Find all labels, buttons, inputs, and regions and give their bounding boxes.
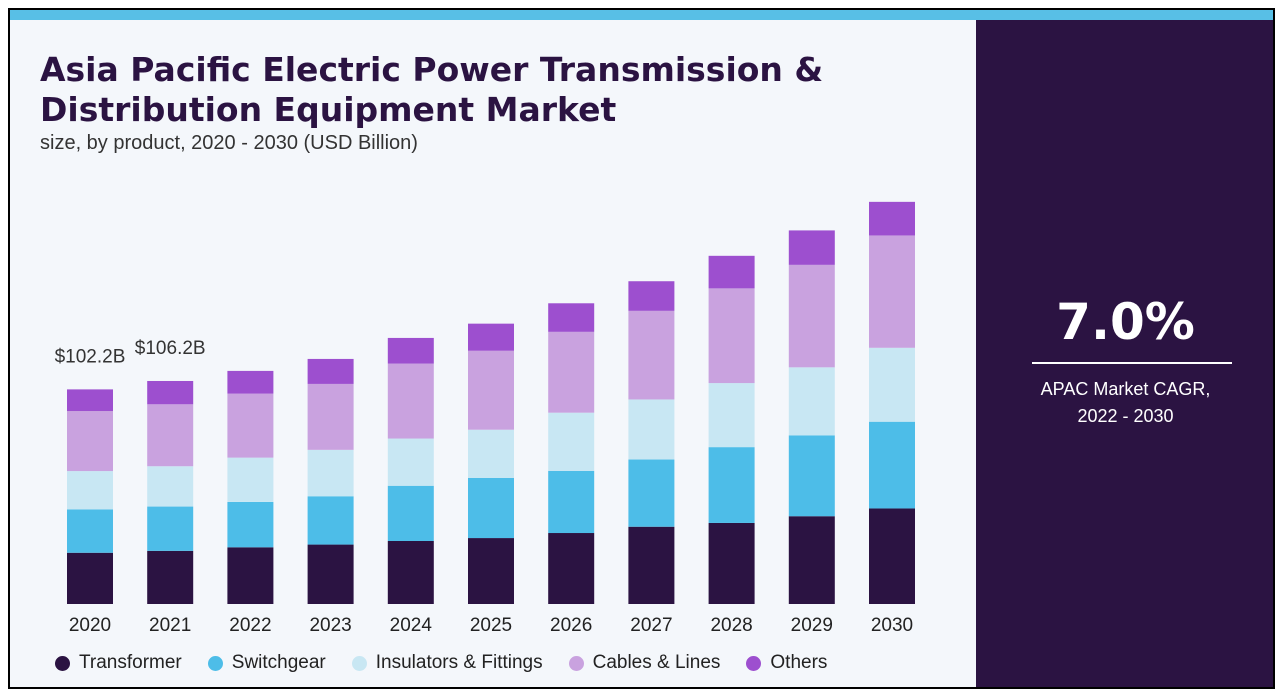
bar-segment-transformer-2022 [227,547,274,604]
bar-segment-insulators-and-fittings-2023 [307,449,354,497]
legend-swatch [568,655,584,671]
legend-swatch [351,655,367,671]
stacked-bar-chart: 2020 2021 2022 2023 2024 2025 2026 2027 2028 2029… [55,201,915,636]
bar-segment-transformer-2024 [387,541,434,604]
bar-segment-cables-and-lines-2020 [67,411,113,472]
x-tick-label: 2030 [871,615,913,636]
legend-item-cables-and-lines: Cables & Lines [568,652,721,674]
chart-panel: Asia Pacific Electric Power Transmission… [10,20,976,687]
bar-segment-insulators-and-fittings-2027 [628,399,675,460]
bar-segment-cables-and-lines-2026 [548,331,595,413]
legend-swatch [746,655,762,671]
bar-segment-others-2024 [387,337,434,364]
bar-segment-switchgear-2022 [227,501,274,548]
bar-segment-switchgear-2030 [869,421,915,509]
bar-segment-transformer-2028 [708,522,755,604]
bar-segment-cables-and-lines-2029 [788,264,835,368]
bar-segment-switchgear-2027 [628,459,675,527]
bar-segment-others-2022 [227,370,274,394]
bar-segment-switchgear-2028 [708,447,755,523]
bar-segment-switchgear-2029 [788,435,835,517]
bar-segment-others-2023 [307,358,354,384]
bar-segment-insulators-and-fittings-2025 [468,429,514,478]
legend-item-others: Others [746,652,827,674]
x-tick-label: 2026 [550,615,592,636]
bar-segment-others-2026 [548,303,595,332]
x-tick-label: 2022 [229,615,271,636]
legend-label: Cables & Lines [592,652,721,673]
bar-segment-others-2028 [708,255,755,289]
bar-segment-insulators-and-fittings-2020 [67,471,113,510]
legend-item-insulators-and-fittings: Insulators & Fittings [351,652,543,674]
chart-subtitle: size, by product, 2020 - 2030 (USD Billi… [40,132,418,154]
bar-segment-transformer-2020 [67,552,113,604]
bar-segment-transformer-2029 [788,516,835,604]
bar-segment-insulators-and-fittings-2024 [387,438,434,486]
x-tick-label: 2024 [390,615,433,636]
legend-label: Transformer [79,652,182,673]
cagr-label-line-2: 2022 - 2030 [1077,406,1174,426]
bar-segment-others-2020 [67,389,113,412]
bar-segment-transformer-2030 [869,508,915,604]
legend-label: Switchgear [231,652,326,673]
bar-segment-others-2021 [147,380,194,405]
cagr-value: 7.0% [1056,293,1195,351]
bar-segment-switchgear-2026 [548,470,595,534]
legend-swatch [207,655,223,671]
bar-segment-switchgear-2020 [67,509,113,553]
bar-segment-transformer-2021 [147,550,194,604]
bar-segment-insulators-and-fittings-2021 [147,466,194,507]
bar-segment-insulators-and-fittings-2028 [708,383,755,448]
x-tick-label: 2025 [470,615,512,636]
legend-item-transformer: Transformer [55,652,182,674]
bar-segment-others-2027 [628,281,675,311]
bar-segment-insulators-and-fittings-2022 [227,457,274,502]
bar-segment-transformer-2026 [548,533,595,604]
legend-label: Insulators & Fittings [375,652,543,673]
bar-segment-cables-and-lines-2021 [147,404,194,467]
bar-segment-others-2025 [468,323,514,351]
bar-segment-cables-and-lines-2030 [869,235,915,348]
bar-segment-switchgear-2021 [147,506,194,551]
cagr-label: APAC Market CAGR, 2022 - 2030 [976,376,1273,430]
legend-label: Others [770,652,828,673]
bar-segment-transformer-2025 [468,538,514,604]
legend-swatch [55,655,70,671]
x-tick-label: 2027 [630,615,672,636]
top-accent-bar [10,10,1273,20]
bar-segment-cables-and-lines-2022 [227,393,274,458]
infographic-frame: Asia Pacific Electric Power Transmission… [8,8,1275,689]
bar-segment-insulators-and-fittings-2030 [869,347,915,422]
x-tick-label: 2023 [309,615,351,636]
x-tick-label: 2020 [69,615,111,636]
cagr-panel: 7.0% APAC Market CAGR, 2022 - 2030 [976,20,1273,687]
x-tick-label: 2021 [149,615,191,636]
bar-segment-transformer-2023 [307,544,354,604]
bar-segment-cables-and-lines-2024 [387,363,434,439]
bar-segment-switchgear-2024 [387,485,434,541]
data-label-2020: $102.2B [55,346,126,367]
bar-segment-transformer-2027 [628,526,675,604]
bar-segment-cables-and-lines-2023 [307,383,354,450]
bar-segment-cables-and-lines-2027 [628,310,675,400]
bar-segment-others-2029 [788,230,835,265]
chart-title: Asia Pacific Electric Power Transmission… [40,50,824,129]
data-label-2021: $106.2B [135,338,206,359]
bar-segment-switchgear-2025 [468,478,514,539]
bar-segment-others-2030 [869,201,915,236]
bar-segment-switchgear-2023 [307,496,354,545]
x-tick-label: 2029 [791,615,833,636]
cagr-label-line-1: APAC Market CAGR, [1040,379,1211,399]
bar-segment-cables-and-lines-2025 [468,350,514,430]
bar-segment-insulators-and-fittings-2026 [548,412,595,471]
chart-legend: Transformer Switchgear Insulators & Fittin… [55,650,827,676]
x-tick-label: 2028 [710,615,752,636]
bar-segment-insulators-and-fittings-2029 [788,367,835,436]
bar-segment-cables-and-lines-2028 [708,288,755,384]
legend-item-switchgear: Switchgear [207,652,326,674]
cagr-divider [1032,362,1232,364]
